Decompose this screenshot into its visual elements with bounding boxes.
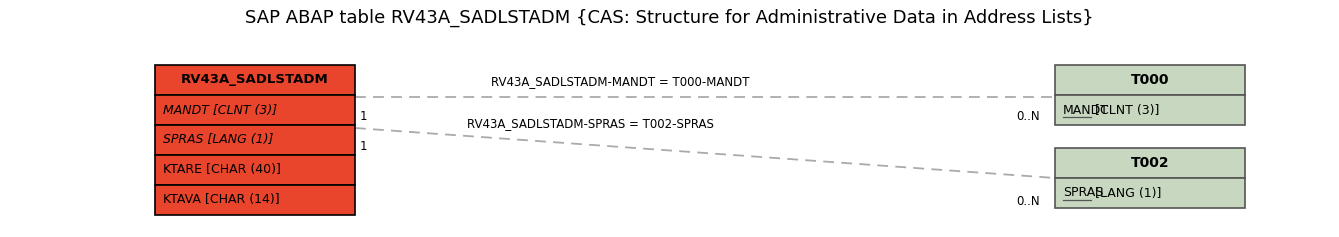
Bar [155, 125, 355, 155]
Text: SPRAS: SPRAS [1063, 187, 1103, 200]
Text: KTARE [CHAR (40)]: KTARE [CHAR (40)] [163, 164, 281, 177]
Text: MANDT: MANDT [1063, 104, 1109, 117]
Text: RV43A_SADLSTADM-MANDT = T000-MANDT: RV43A_SADLSTADM-MANDT = T000-MANDT [491, 75, 750, 88]
Text: 1: 1 [360, 140, 367, 153]
Bar [155, 65, 355, 95]
Text: [LANG (1)]: [LANG (1)] [1091, 187, 1161, 200]
Text: SAP ABAP table RV43A_SADLSTADM {CAS: Structure for Administrative Data in Addres: SAP ABAP table RV43A_SADLSTADM {CAS: Str… [245, 9, 1094, 27]
Text: 1: 1 [360, 110, 367, 123]
Bar [155, 95, 355, 125]
Bar [155, 185, 355, 215]
Bar [1055, 95, 1245, 125]
Text: T000: T000 [1130, 73, 1169, 87]
Bar [155, 155, 355, 185]
Text: 0..N: 0..N [1016, 110, 1040, 123]
Bar [1055, 65, 1245, 95]
Text: KTAVA [CHAR (14)]: KTAVA [CHAR (14)] [163, 193, 280, 206]
Text: RV43A_SADLSTADM: RV43A_SADLSTADM [181, 73, 329, 87]
Text: 0..N: 0..N [1016, 195, 1040, 208]
Text: MANDT [CLNT (3)]: MANDT [CLNT (3)] [163, 104, 277, 117]
Text: [CLNT (3)]: [CLNT (3)] [1091, 104, 1160, 117]
Text: T002: T002 [1130, 156, 1169, 170]
Bar [1055, 148, 1245, 178]
Bar [1055, 178, 1245, 208]
Text: RV43A_SADLSTADM-SPRAS = T002-SPRAS: RV43A_SADLSTADM-SPRAS = T002-SPRAS [466, 117, 714, 130]
Text: SPRAS [LANG (1)]: SPRAS [LANG (1)] [163, 133, 273, 146]
